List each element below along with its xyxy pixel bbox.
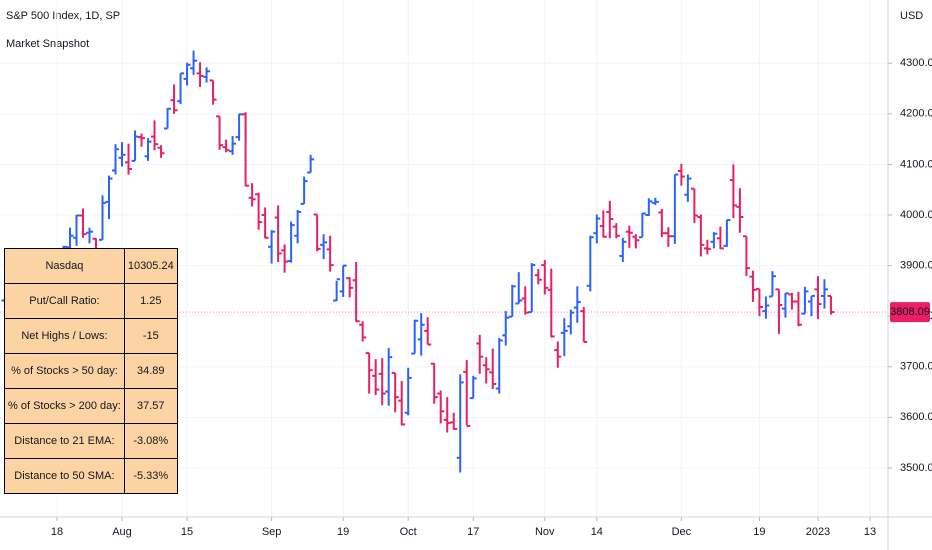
x-tick-label: Nov [535,526,555,538]
cell-value: 10305.24 [123,248,178,284]
x-tick-label: 17 [467,526,479,538]
currency: USD [900,10,923,22]
table-row: Distance to 50 SMA: -5.33% [4,458,178,494]
cell-value: 1.25 [123,283,178,319]
cell-label: Distance to 21 EMA: [4,423,125,459]
cell-value: -3.08% [123,423,178,459]
cell-label: % of Stocks > 200 day: [4,388,125,424]
x-tick-label: 13 [864,526,876,538]
table-row: % of Stocks > 200 day: 37.57 [4,388,178,424]
x-tick-label: Sep [262,526,282,538]
cell-label: Net Highs / Lows: [4,318,125,354]
x-tick-label: 18 [51,526,63,538]
y-tick-label: 4000.00 [900,209,932,221]
last-price-box [890,302,930,323]
y-tick-label: 3700.00 [900,361,932,373]
x-tick-label: Dec [672,526,692,538]
table-row: Net Highs / Lows: -15 [4,318,178,354]
x-tick-label: Aug [112,526,132,538]
table-row: Distance to 21 EMA: -3.08% [4,423,178,459]
table-row: Put/Call Ratio: 1.25 [4,283,178,319]
y-tick-label: 4300.00 [900,57,932,69]
cell-label: % of Stocks > 50 day: [4,353,125,389]
cell-label: Put/Call Ratio: [4,283,125,319]
x-tick-label: Oct [400,526,417,538]
y-tick-label: 3500.00 [900,462,932,474]
cell-value: -5.33% [123,458,178,494]
y-tick-label: 4100.00 [900,158,932,170]
y-tick-label: 4200.00 [900,108,932,120]
x-tick-label: 19 [753,526,765,538]
x-tick-label: 14 [591,526,603,538]
y-tick-label: 3600.00 [900,411,932,423]
chart-title: S&P 500 Index, 1D, SP [6,10,120,22]
table-row: Nasdaq 10305.24 [4,248,178,284]
last-price-label: 3808.09 [890,306,930,318]
cell-label: Distance to 50 SMA: [4,458,125,494]
snapshot-table: Nasdaq 10305.24 Put/Call Ratio: 1.25 Net Hig… [4,248,178,494]
x-tick-label: 15 [181,526,193,538]
cell-label: Nasdaq [4,248,125,284]
cell-value: 34.89 [123,353,178,389]
table-row: % of Stocks > 50 day: 34.89 [4,353,178,389]
x-tick-label: 2023 [806,526,830,538]
chart-subtitle: Market Snapshot [6,38,89,50]
cell-value: 37.57 [123,388,178,424]
y-tick-label: 3900.00 [900,259,932,271]
bars [1,50,835,473]
cell-value: -15 [123,318,178,354]
x-tick-label: 19 [337,526,349,538]
